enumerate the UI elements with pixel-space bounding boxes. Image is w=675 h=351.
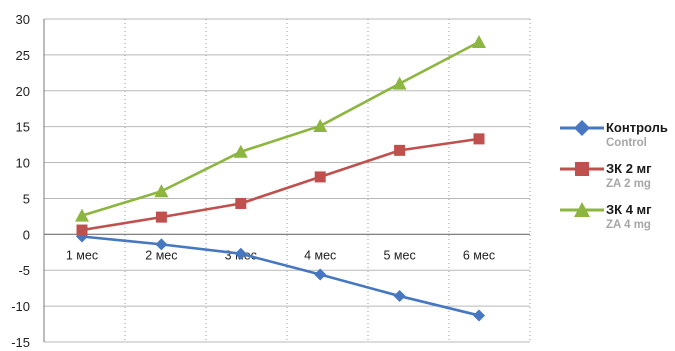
y-tick-label: 15	[16, 120, 30, 135]
data-point	[314, 268, 327, 281]
legend-item-control: Контроль Control	[560, 118, 672, 158]
series-1	[76, 133, 485, 236]
x-axis-tick-labels: 1 мес 2 мес 3 мес 4 мес 5 мес 6 мес	[66, 248, 495, 262]
data-point	[235, 197, 247, 209]
grid-lines	[43, 18, 531, 343]
series-lines	[75, 34, 486, 322]
legend: Контроль Control ЗК 2 мг ZA 2 mg ЗК 4 мг…	[560, 118, 672, 241]
y-tick-label: 5	[23, 191, 30, 206]
data-point	[76, 224, 88, 236]
legend-sublabel-control: Control	[606, 137, 647, 149]
y-axis-tick-labels: 30 25 20 15 10 5 0 -5 -10 -15	[11, 12, 30, 350]
x-tick-label: 2 мес	[145, 248, 177, 262]
data-point	[154, 184, 169, 198]
data-point	[233, 144, 248, 158]
data-point	[472, 34, 486, 48]
data-point	[155, 238, 168, 251]
legend-swatch-control	[560, 120, 604, 136]
legend-label-za-4mg: ЗК 4 мг	[606, 202, 652, 217]
data-point	[75, 208, 89, 222]
legend-swatch-za-4mg	[560, 202, 604, 217]
axes	[43, 19, 530, 342]
legend-sublabel-za-4mg: ZA 4 mg	[606, 219, 651, 231]
series-line	[81, 235, 480, 317]
y-tick-label: 10	[16, 156, 30, 171]
data-point	[473, 133, 485, 145]
data-point	[313, 118, 328, 132]
x-tick-label: 6 мес	[463, 248, 495, 262]
y-tick-label: 30	[16, 12, 30, 27]
y-tick-label: 0	[23, 227, 30, 242]
data-point	[393, 290, 406, 303]
legend-label-control: Контроль	[606, 120, 668, 135]
x-tick-label: 5 мес	[383, 248, 415, 262]
y-tick-label: 25	[16, 48, 30, 63]
series-2	[75, 34, 486, 222]
y-tick-label: -5	[18, 263, 30, 278]
legend-swatch-za-2mg	[560, 162, 604, 176]
y-tick-label: 20	[16, 84, 30, 99]
x-tick-label: 1 мес	[66, 248, 98, 262]
data-point	[314, 171, 326, 183]
series-line	[81, 137, 480, 232]
legend-item-za-2mg: ЗК 2 мг ZA 2 mg	[560, 159, 672, 199]
legend-sublabel-za-2mg: ZA 2 mg	[606, 178, 651, 190]
data-point	[394, 144, 406, 156]
series-line	[81, 40, 480, 217]
x-tick-label: 4 мес	[304, 248, 336, 262]
data-point	[392, 76, 407, 90]
y-tick-label: -10	[11, 299, 30, 314]
y-tick-label: -15	[11, 335, 30, 350]
legend-label-za-2mg: ЗК 2 мг	[606, 161, 652, 176]
data-point	[473, 309, 485, 322]
legend-item-za-4mg: ЗК 4 мг ZA 4 mg	[560, 200, 672, 240]
data-point	[155, 211, 167, 223]
series-0	[76, 230, 485, 322]
data-point	[234, 247, 247, 260]
